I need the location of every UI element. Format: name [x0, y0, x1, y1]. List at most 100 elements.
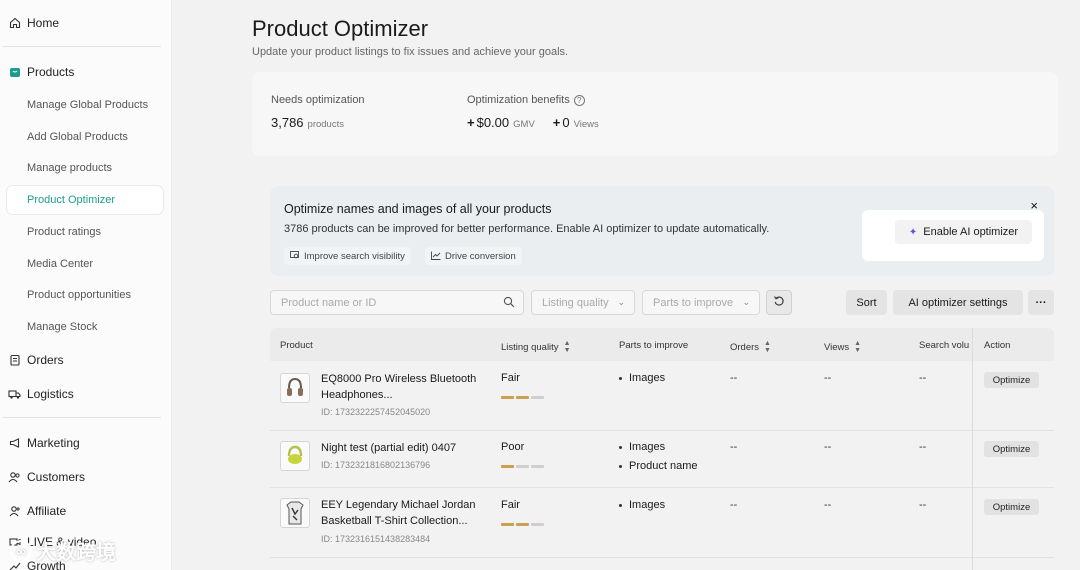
views-value: -- [824, 441, 832, 453]
sidebar-item-manage-global-products[interactable]: Manage Global Products [27, 98, 149, 111]
banner-description: 3786 products can be improved for better… [284, 223, 770, 235]
sidebar-item-product-optimizer[interactable]: Product Optimizer [7, 186, 163, 215]
sidebar-item-manage-products[interactable]: Manage products [27, 162, 112, 175]
action-column-divider [972, 328, 973, 570]
chart-icon [431, 251, 441, 262]
more-icon[interactable]: ··· [1028, 290, 1054, 315]
optimization-benefits-label: Optimization benefits [467, 94, 570, 106]
nav-customers[interactable]: Customers [0, 460, 171, 494]
col-search-volume[interactable]: Search volu [919, 340, 969, 351]
nav-products[interactable]: Products [0, 55, 171, 89]
sidebar-item-product-ratings[interactable]: Product ratings [27, 225, 101, 238]
quality-bar [501, 465, 544, 468]
sidebar-item-media-center[interactable]: Media Center [27, 257, 94, 270]
needs-optimization-value: 3,786 [271, 115, 304, 130]
sidebar-item-product-opportunities[interactable]: Product opportunities [27, 289, 131, 302]
plus-icon: + [467, 115, 475, 130]
col-product: Product [280, 340, 313, 351]
quality-bar [501, 523, 544, 526]
drive-conversion-chip: Drive conversion [425, 247, 522, 265]
optimize-button[interactable]: Optimize [984, 499, 1039, 515]
optimize-button[interactable]: Optimize [984, 441, 1039, 457]
parts-to-improve-dropdown[interactable]: Parts to improve ⌄ [642, 290, 760, 315]
product-name[interactable]: Night test (partial edit) 0407 [321, 442, 457, 454]
col-orders-label: Orders [730, 341, 760, 353]
product-id: ID: 1732321816802136796 [321, 460, 431, 470]
enable-ai-label: Enable AI optimizer [923, 226, 1019, 238]
nav-growth[interactable]: Growth [0, 556, 171, 570]
views-value: 0 [562, 115, 570, 130]
sidebar-item-manage-stock[interactable]: Manage Stock [27, 320, 98, 333]
gmv-value: $0.00 [476, 115, 510, 130]
product-id: ID: 1732316151438283484 [321, 534, 431, 544]
nav-affiliate-label: Affiliate [27, 503, 67, 518]
product-name[interactable]: EEY Legendary Michael Jordan Basketball … [321, 499, 476, 527]
products-submenu: Manage Global Products Add Global Product… [0, 89, 171, 343]
product-name[interactable]: EQ8000 Pro Wireless Bluetooth Headphones… [321, 373, 477, 401]
divider [2, 416, 161, 418]
views-value: -- [824, 499, 832, 511]
reset-button[interactable] [766, 290, 792, 315]
table-row: EEY Legendary Michael Jordan Basketball … [270, 488, 1054, 558]
watermark-text: 大数跨境 [36, 542, 116, 564]
chevron-down-icon: ⌄ [742, 297, 750, 307]
col-views[interactable]: Views ▲ ▼ [824, 340, 861, 354]
needs-optimization-unit: products [307, 119, 344, 130]
truck-icon [8, 387, 21, 400]
views-value: -- [824, 372, 832, 384]
banner-title: Optimize names and images of all your pr… [284, 202, 552, 216]
product-thumbnail[interactable] [280, 498, 310, 528]
nav-marketing[interactable]: Marketing [0, 426, 171, 460]
gmv-unit: GMV [513, 119, 535, 130]
sort-icon: ▲ ▼ [563, 340, 571, 354]
affiliate-icon [8, 504, 21, 517]
main-content: Product Optimizer Update your product li… [172, 0, 1080, 570]
growth-icon [8, 559, 21, 570]
ai-optimizer-settings-button[interactable]: AI optimizer settings [893, 290, 1023, 315]
nav-marketing-label: Marketing [27, 435, 80, 450]
col-listing-quality[interactable]: Listing quality ▲ ▼ [501, 340, 571, 354]
part-item: Product name [619, 457, 697, 476]
col-product-label: Product [280, 340, 313, 351]
parts-list: Images [619, 369, 665, 388]
product-thumbnail[interactable] [280, 441, 310, 471]
optimization-benefits-stat: Optimization benefits ? + $0.00 GMV + 0 … [467, 94, 599, 130]
orders-value: -- [730, 372, 738, 384]
col-parts-to-improve: Parts to improve [619, 340, 688, 351]
col-views-label: Views [824, 341, 850, 353]
help-icon[interactable]: ? [573, 94, 585, 106]
listing-quality-value: Fair [501, 499, 520, 511]
search-volume-value: -- [919, 441, 927, 453]
col-action-label: Action [984, 340, 1011, 351]
enable-ai-optimizer-button[interactable]: ✦ Enable AI optimizer [895, 220, 1032, 244]
listing-quality-dropdown[interactable]: Listing quality ⌄ [531, 290, 635, 315]
product-thumbnail[interactable] [280, 373, 310, 403]
orders-icon [8, 353, 21, 366]
nav-orders[interactable]: Orders [0, 343, 171, 377]
plus-icon: + [552, 115, 561, 130]
page-subtitle: Update your product listings to fix issu… [252, 46, 569, 58]
refresh-icon [773, 295, 785, 310]
chip-label: Drive conversion [445, 250, 516, 262]
sort-button[interactable]: Sort [846, 290, 887, 315]
nav-affiliate[interactable]: Affiliate [0, 494, 171, 528]
table-row: EQ8000 Pro Wireless Bluetooth Headphones… [270, 361, 1054, 431]
part-item: Images [619, 369, 665, 388]
nav-logistics[interactable]: Logistics [0, 377, 171, 411]
nav-home[interactable]: Home [0, 6, 171, 40]
search-volume-value: -- [919, 499, 927, 511]
nav-customers-label: Customers [27, 469, 86, 484]
sidebar: Home Products Manage Global Products Add … [0, 0, 172, 570]
customers-icon [8, 470, 21, 483]
search-icon [503, 296, 515, 308]
sidebar-item-add-global-products[interactable]: Add Global Products [27, 130, 128, 143]
search-placeholder: Product name or ID [281, 296, 377, 309]
col-orders[interactable]: Orders ▲ ▼ [730, 340, 771, 354]
parts-to-improve-label: Parts to improve [653, 296, 734, 309]
listing-quality-value: Fair [501, 372, 520, 384]
close-icon[interactable]: × [1030, 198, 1038, 213]
optimize-button[interactable]: Optimize [984, 372, 1039, 388]
search-input[interactable]: Product name or ID [270, 290, 524, 315]
nav-products-label: Products [27, 65, 75, 79]
views-unit: Views [573, 119, 599, 130]
